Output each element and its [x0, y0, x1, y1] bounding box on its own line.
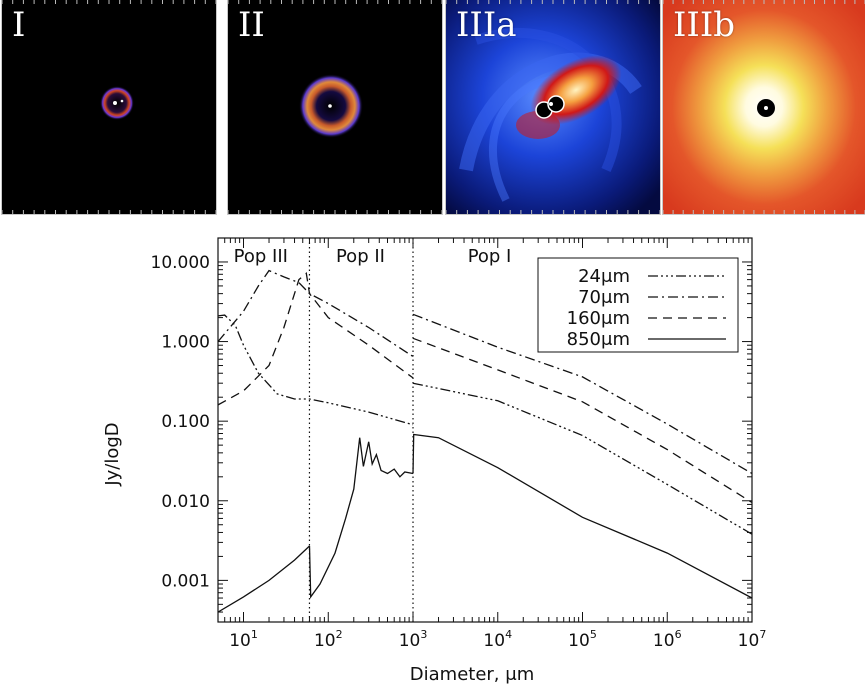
series-layer: [218, 269, 752, 613]
legend-label: 850μm: [567, 329, 630, 350]
panel-label: IIIa: [456, 5, 517, 45]
panel-ii: II: [227, 0, 443, 215]
y-axis-label: Jy/logD: [102, 422, 123, 486]
y-tick-label: 10.000: [151, 253, 210, 273]
panel-label: IIIb: [673, 5, 736, 45]
series-line-24m-seg1: [412, 382, 752, 535]
series-line-850m-seg2: [412, 433, 752, 599]
panel-frame-ticks: [446, 0, 660, 214]
panel-label: II: [238, 5, 265, 45]
x-tick-label: 107: [738, 628, 767, 651]
series-line-160m-seg1: [412, 337, 752, 504]
series-line-70m-seg1: [412, 313, 752, 475]
region-label: Pop I: [468, 246, 512, 267]
panel-iiia-image: [446, 0, 660, 214]
x-axis-ticks: 101 102 103 104 105 106 107: [217, 238, 767, 651]
region-labels: Pop III Pop II Pop I: [234, 246, 512, 267]
panel-i-image: [2, 0, 216, 214]
x-tick-label: 102: [314, 628, 343, 651]
series-line-850m-seg1: [308, 437, 414, 599]
y-tick-label: 0.001: [161, 571, 210, 591]
panel-frame-ticks: [663, 0, 865, 214]
y-axis-ticks: 0.001 0.010 0.100 1.000 10.000: [151, 237, 752, 623]
series-line-850m-seg0: [218, 545, 310, 613]
flux-chart: 101 102 103 104 105 106 107 0.001 0.010 0.100 1.0…: [102, 237, 767, 685]
panel-frame-ticks: [2, 0, 216, 214]
series-line-70m-seg0: [218, 269, 414, 358]
y-tick-label: 0.010: [161, 492, 210, 512]
legend-label: 24μm: [578, 266, 630, 287]
panel-i: I: [1, 0, 217, 215]
y-tick-label: 0.100: [161, 412, 210, 432]
x-tick-label: 104: [483, 628, 512, 651]
series-line-24m-seg0: [218, 314, 414, 426]
panel-label: I: [12, 5, 26, 45]
panel-iiib: IIIb: [662, 0, 865, 215]
x-tick-label: 105: [568, 628, 597, 651]
legend-label: 70μm: [578, 287, 630, 308]
region-dividers: [308, 238, 414, 622]
series-line-160m-seg0: [218, 272, 414, 406]
x-tick-label: 101: [229, 628, 258, 651]
x-axis-label: Diameter, μm: [410, 664, 534, 685]
image-panels: I II: [0, 0, 865, 216]
x-tick-label: 103: [399, 628, 428, 651]
legend-box: [537, 257, 739, 353]
region-label: Pop II: [336, 246, 385, 267]
region-label: Pop III: [234, 246, 288, 267]
panel-iiia: IIIa: [445, 0, 661, 215]
y-tick-label: 1.000: [161, 333, 210, 353]
panel-frame-ticks: [228, 0, 442, 214]
panel-ii-image: [228, 0, 442, 214]
panel-iiib-image: [663, 0, 865, 214]
legend-label: 160μm: [567, 308, 630, 329]
x-tick-label: 106: [653, 628, 682, 651]
